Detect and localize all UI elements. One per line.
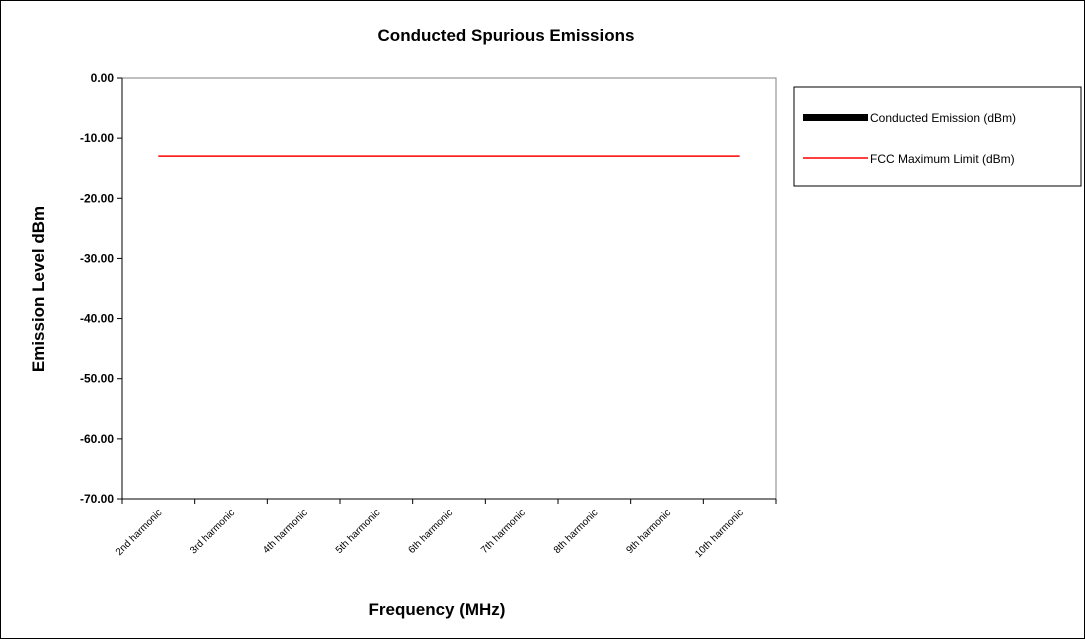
- x-tick-label: 7th harmonic: [479, 507, 528, 556]
- x-tick-label: 6th harmonic: [406, 507, 455, 556]
- legend: Conducted Emission (dBm) FCC Maximum Lim…: [793, 86, 1082, 187]
- x-tick-label: 10th harmonic: [693, 507, 746, 560]
- plot-area: [121, 77, 777, 500]
- y-tick-group: 0.00 -10.00 -20.00 -30.00 -40.00 -50.00 -60.00…: [80, 71, 122, 506]
- y-tick-label: -10.00: [80, 131, 114, 145]
- y-tick-label: -70.00: [80, 492, 114, 506]
- x-tick-group: 2nd harmonic 3rd harmonic 4th harmonic 5th …: [114, 499, 777, 560]
- legend-label-fcc-limit: FCC Maximum Limit (dBm): [870, 152, 1015, 166]
- y-tick-label: -20.00: [80, 191, 114, 205]
- plot-border: [121, 77, 777, 500]
- x-tick-label: 5th harmonic: [334, 507, 383, 556]
- x-tick-label: 9th harmonic: [624, 507, 673, 556]
- legend-box: [793, 86, 1082, 187]
- x-axis-label: Frequency (MHz): [369, 600, 506, 619]
- legend-swatch-conducted-emission: [803, 114, 868, 121]
- x-tick-label: 3rd harmonic: [188, 507, 237, 556]
- y-tick-label: -40.00: [80, 312, 114, 326]
- y-tick-label: -60.00: [80, 432, 114, 446]
- y-axis-label: Emission Level dBm: [29, 206, 48, 372]
- x-tick-label: 8th harmonic: [552, 507, 601, 556]
- y-tick-label: 0.00: [91, 71, 115, 85]
- legend-label-conducted-emission: Conducted Emission (dBm): [870, 111, 1016, 125]
- chart-title: Conducted Spurious Emissions: [378, 26, 635, 45]
- y-tick-label: -50.00: [80, 372, 114, 386]
- x-tick-label: 2nd harmonic: [114, 507, 165, 558]
- y-tick-label: -30.00: [80, 251, 114, 265]
- x-tick-label: 4th harmonic: [261, 507, 310, 556]
